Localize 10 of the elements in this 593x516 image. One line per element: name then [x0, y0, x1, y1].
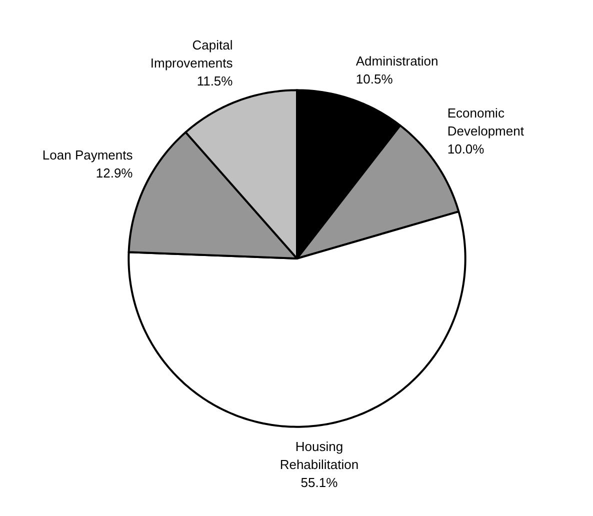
data-label: 10.0% [447, 141, 485, 156]
slice-label: Administration [356, 54, 438, 68]
slice-label: Housing Rehabilitation [280, 438, 359, 472]
data-label: 55.1% [300, 474, 338, 490]
slice-label: Loan Payments [42, 148, 134, 163]
data-label: 12.9% [96, 166, 134, 181]
slice-label: Economic Development [447, 105, 524, 138]
slice-label: Capital Improvements [150, 37, 234, 70]
data-label: 11.5% [196, 73, 234, 88]
data-label: 10.5% [356, 72, 394, 86]
